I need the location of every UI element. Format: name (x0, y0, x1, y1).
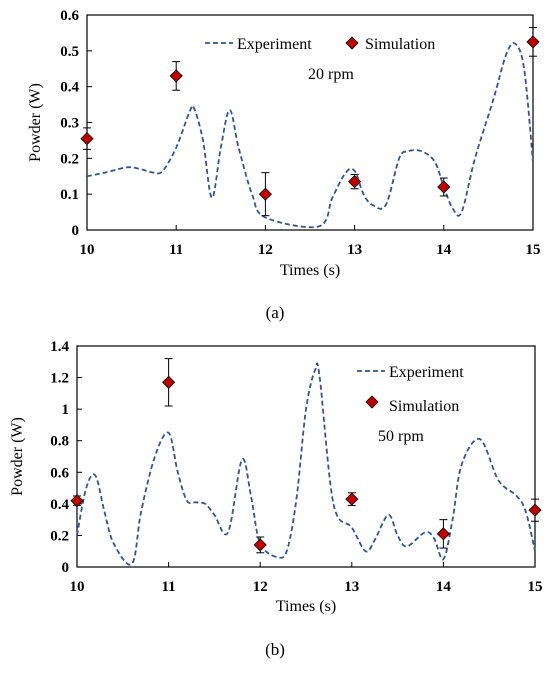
y-axis-title: Powder (W) (9, 417, 26, 496)
simulation-point (258, 172, 272, 217)
simulation-point (253, 536, 267, 554)
simulation-marker (169, 69, 183, 83)
simulation-marker (345, 492, 359, 506)
y-tick-label: 0.4 (60, 80, 79, 96)
legend-experiment-label: Experiment (237, 36, 312, 53)
y-tick-label: 1 (62, 402, 70, 418)
simulation-point (345, 492, 359, 506)
chart-a: 10 11 12 13 14 15 0 0.1 0.2 0.3 0.4 0.5 0.6 Times (s)… (27, 8, 541, 322)
simulation-point (70, 494, 84, 508)
x-tick-label: 10 (80, 242, 95, 258)
y-tick-label: 0.2 (60, 151, 79, 167)
x-tick-label: 12 (258, 242, 273, 258)
rpm-annotation: 50 rpm (378, 428, 424, 445)
x-tick-label: 14 (436, 242, 452, 258)
experiment-line (86, 42, 534, 229)
x-tick-label: 14 (436, 579, 452, 595)
simulation-point (162, 358, 176, 407)
simulation-marker (80, 132, 94, 146)
y-tick-label: 1.2 (50, 371, 69, 387)
simulation-marker (70, 494, 84, 508)
x-axis-title: Times (s) (276, 598, 336, 615)
simulation-point (528, 498, 542, 522)
simulation-point (436, 519, 450, 549)
simulation-marker (437, 180, 451, 194)
x-tick-label: 11 (169, 242, 183, 258)
rpm-annotation: 20 rpm (308, 66, 354, 83)
y-tick-label: 0.4 (50, 497, 69, 513)
y-tick-label: 0 (62, 560, 70, 576)
y-tick-label: 0.6 (60, 8, 79, 24)
y-tick-label: 0.1 (60, 187, 79, 203)
y-tick-label: 0.5 (60, 44, 79, 60)
y-axis-title: Powder (W) (27, 83, 44, 162)
simulation-point (437, 177, 451, 197)
x-tick-label: 15 (528, 579, 543, 595)
figure-caption: (b) (265, 640, 285, 659)
simulation-marker (436, 527, 450, 541)
simulation-point (169, 61, 183, 91)
x-tick-label: 13 (347, 242, 362, 258)
experiment-line (76, 362, 536, 566)
simulation-marker (528, 503, 542, 517)
y-tick-label: 0.2 (50, 528, 69, 544)
legend-experiment-label: Experiment (389, 364, 464, 381)
x-tick-label: 11 (162, 579, 176, 595)
simulation-marker (253, 538, 267, 552)
x-axis-title: Times (s) (280, 262, 340, 279)
simulation-point (348, 173, 362, 190)
simulation-point (526, 27, 540, 57)
simulation-marker (348, 175, 362, 189)
y-tick-label: 1.4 (50, 339, 69, 355)
simulation-marker (258, 187, 272, 201)
legend-simulation-label: Simulation (365, 36, 435, 53)
plot-frame (76, 345, 536, 568)
chart-b: 10 11 12 13 14 15 0 0.2 0.4 0.6 0.8 1 1.2 1.4 Times (s… (9, 339, 543, 659)
y-tick-label: 0 (72, 223, 80, 239)
legend-simulation-label: Simulation (389, 398, 459, 415)
simulation-marker (526, 35, 540, 49)
x-tick-label: 15 (526, 242, 541, 258)
legend-simulation-swatch (345, 36, 359, 50)
figure-caption: (a) (266, 303, 285, 322)
simulation-marker (162, 375, 176, 389)
x-tick-label: 10 (70, 579, 85, 595)
y-tick-label: 0.8 (50, 434, 69, 450)
simulation-point (80, 127, 94, 150)
x-tick-label: 12 (253, 579, 268, 595)
x-tick-label: 13 (344, 579, 359, 595)
y-tick-label: 0.3 (60, 116, 79, 132)
legend-simulation-swatch (365, 395, 379, 409)
y-tick-label: 0.6 (50, 465, 69, 481)
